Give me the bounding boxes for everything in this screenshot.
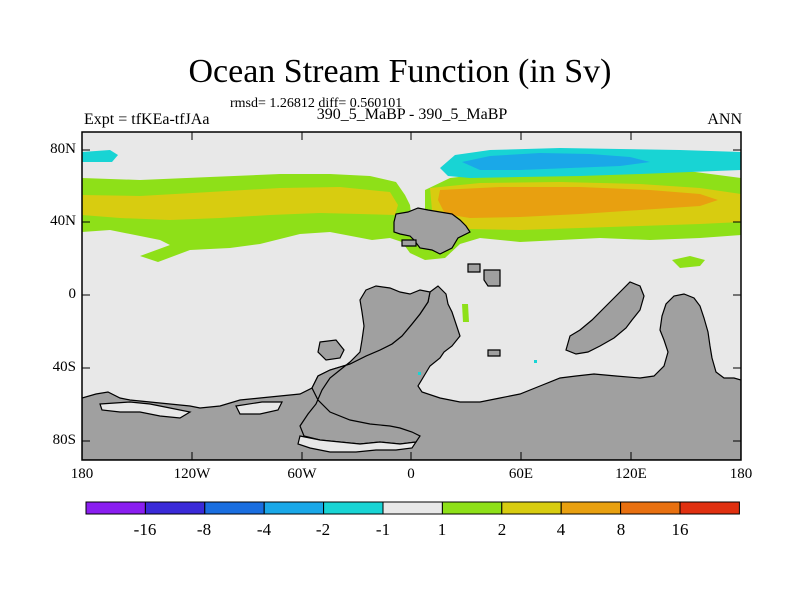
x-tick-label: 0 [407,466,415,482]
x-tick-label: 120W [173,466,211,482]
land-small-1 [401,239,417,247]
colorbar-swatch [204,501,265,515]
x-ticks [81,132,742,460]
colorbar-swatch [382,501,443,515]
colorbar-label: -8 [196,520,212,539]
contour-blue-east [462,153,650,170]
colorbar-swatch [263,501,325,515]
colorbar-label: 1 [437,520,447,539]
colorbar-label: 4 [556,520,566,539]
contour-orange-east [438,187,718,218]
y-tick-label: 40N [50,213,76,229]
colorbar-label: -1 [375,520,391,539]
chart-title: Ocean Stream Function (in Sv) [188,53,612,90]
land-small-4 [487,349,501,357]
y-tick-label: 0 [68,286,77,302]
colorbar [85,501,740,515]
land-south-main [82,285,741,460]
land-small-3 [483,269,501,287]
colorbar-label: -2 [315,520,331,539]
land-south-america [299,285,431,445]
x-tick-label: 60W [287,466,317,482]
ocean-gap-1 [99,401,192,419]
colorbar-label: -4 [256,520,272,539]
colorbar-swatch [323,501,384,515]
contour-green-small-2 [462,304,469,322]
season-label: ANN [707,111,742,128]
land-small-2 [467,263,481,273]
x-tick-label: 120E [615,466,647,482]
colorbar-swatch [441,501,503,515]
land-small-5 [317,339,345,361]
land-europe [393,207,471,255]
y-tick-label: 80S [52,432,76,448]
y-tick-label: 80N [50,141,76,157]
colorbar-swatch [144,501,206,515]
contour-cyan-west [82,150,118,162]
colorbar-label: 16 [671,520,689,539]
contour-green-small-1 [672,256,705,268]
contour-cyan-dot-1 [418,372,421,375]
stats-text: rmsd= 1.26812 diff= 0.560101 [230,96,403,111]
experiment-label: Expt = tfKEa-tfJAa [84,111,210,128]
colorbar-swatch [560,501,622,515]
x-tick-label: 180 [729,466,753,482]
colorbar-label: -16 [133,520,157,539]
y-ticks [82,149,741,442]
colorbar-swatch [620,501,681,515]
y-tick-label: 40S [52,359,76,375]
x-tick-label: 180 [70,466,94,482]
colorbar-swatch [679,501,740,515]
contour-cyan-dot-2 [534,360,537,363]
colorbar-label: 8 [616,520,626,539]
colorbar-label: 2 [497,520,507,539]
x-tick-label: 60E [508,466,534,482]
land-south-asia [565,281,645,355]
case-label: 390_5_MaBP - 390_5_MaBP [316,106,508,123]
ocean-gap-2 [235,401,283,415]
ocean-gap-3 [297,435,418,453]
contour-yellow-west [82,187,398,220]
colorbar-swatch [501,501,562,515]
colorbar-swatch [85,501,146,515]
